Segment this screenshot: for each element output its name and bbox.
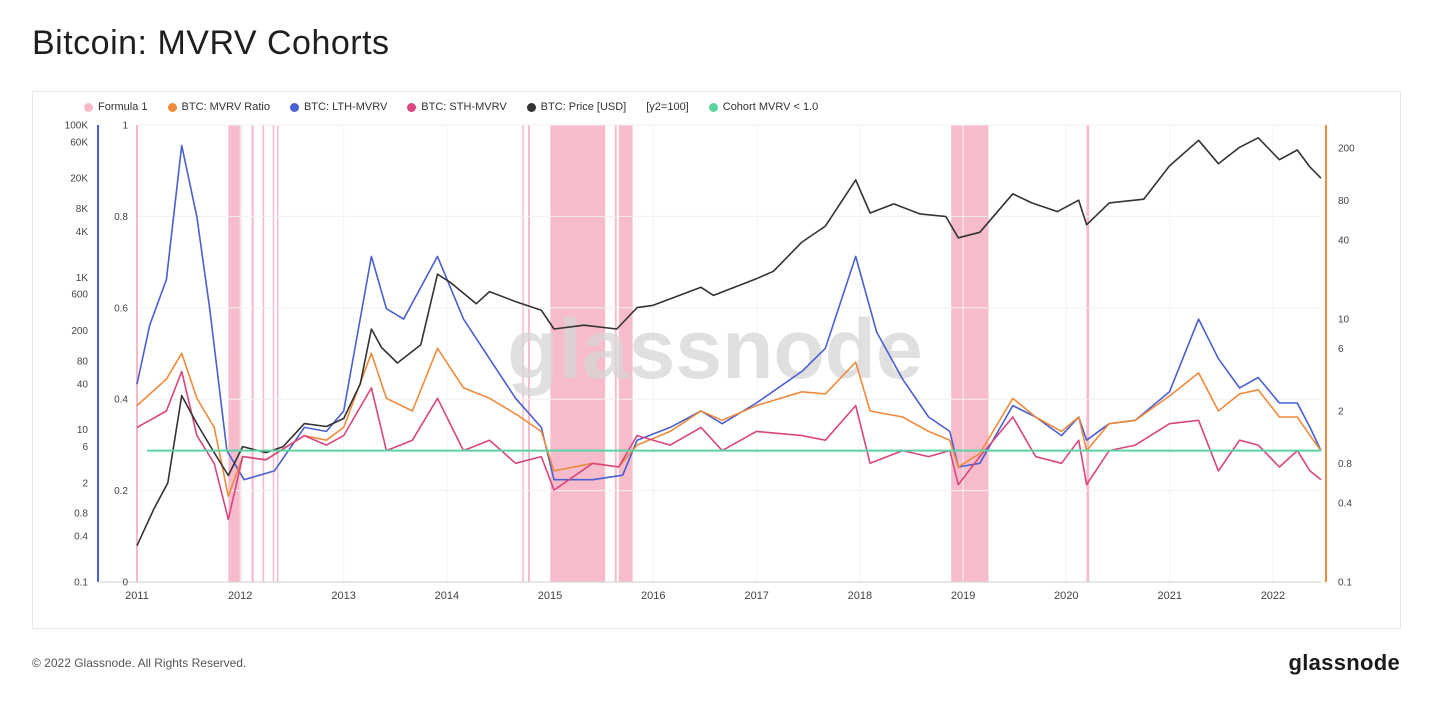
legend-label: BTC: Price [USD] (540, 101, 627, 113)
legend-label: [y2=100] (646, 101, 689, 113)
legend-item-formula-1[interactable]: Formula 1 (84, 101, 148, 113)
legend-label: Cohort MVRV < 1.0 (722, 101, 819, 113)
legend-item-cohort-threshold[interactable]: Cohort MVRV < 1.0 (708, 101, 819, 113)
legend-label: BTC: STH-MVRV (421, 101, 507, 113)
legend-item-price[interactable]: BTC: Price [USD] (526, 101, 627, 113)
legend-dot-price (526, 102, 536, 112)
legend-label: BTC: MVRV Ratio (181, 101, 270, 113)
legend-dot-sth-mvrv (407, 102, 417, 112)
legend-dot-cohort-threshold (708, 102, 718, 112)
chart-card (32, 91, 1401, 629)
legend-item-sth-mvrv[interactable]: BTC: STH-MVRV (407, 101, 507, 113)
legend-label: BTC: LTH-MVRV (303, 101, 388, 113)
legend-dot-lth-mvrv (289, 102, 299, 112)
footer-logo: glassnode (1288, 650, 1400, 675)
legend-label: Formula 1 (98, 101, 148, 113)
legend-item-lth-mvrv[interactable]: BTC: LTH-MVRV (289, 101, 388, 113)
footer-copyright: © 2022 Glassnode. All Rights Reserved. (32, 656, 247, 670)
chart-legend: Formula 1 BTC: MVRV Ratio BTC: LTH-MVRV … (84, 101, 838, 113)
legend-item-y2[interactable]: [y2=100] (646, 101, 689, 113)
legend-dot-mvrv-ratio (167, 102, 177, 112)
legend-dot-formula-1 (84, 102, 93, 112)
legend-item-mvrv-ratio[interactable]: BTC: MVRV Ratio (167, 101, 270, 113)
page-title: Bitcoin: MVRV Cohorts (32, 24, 390, 62)
